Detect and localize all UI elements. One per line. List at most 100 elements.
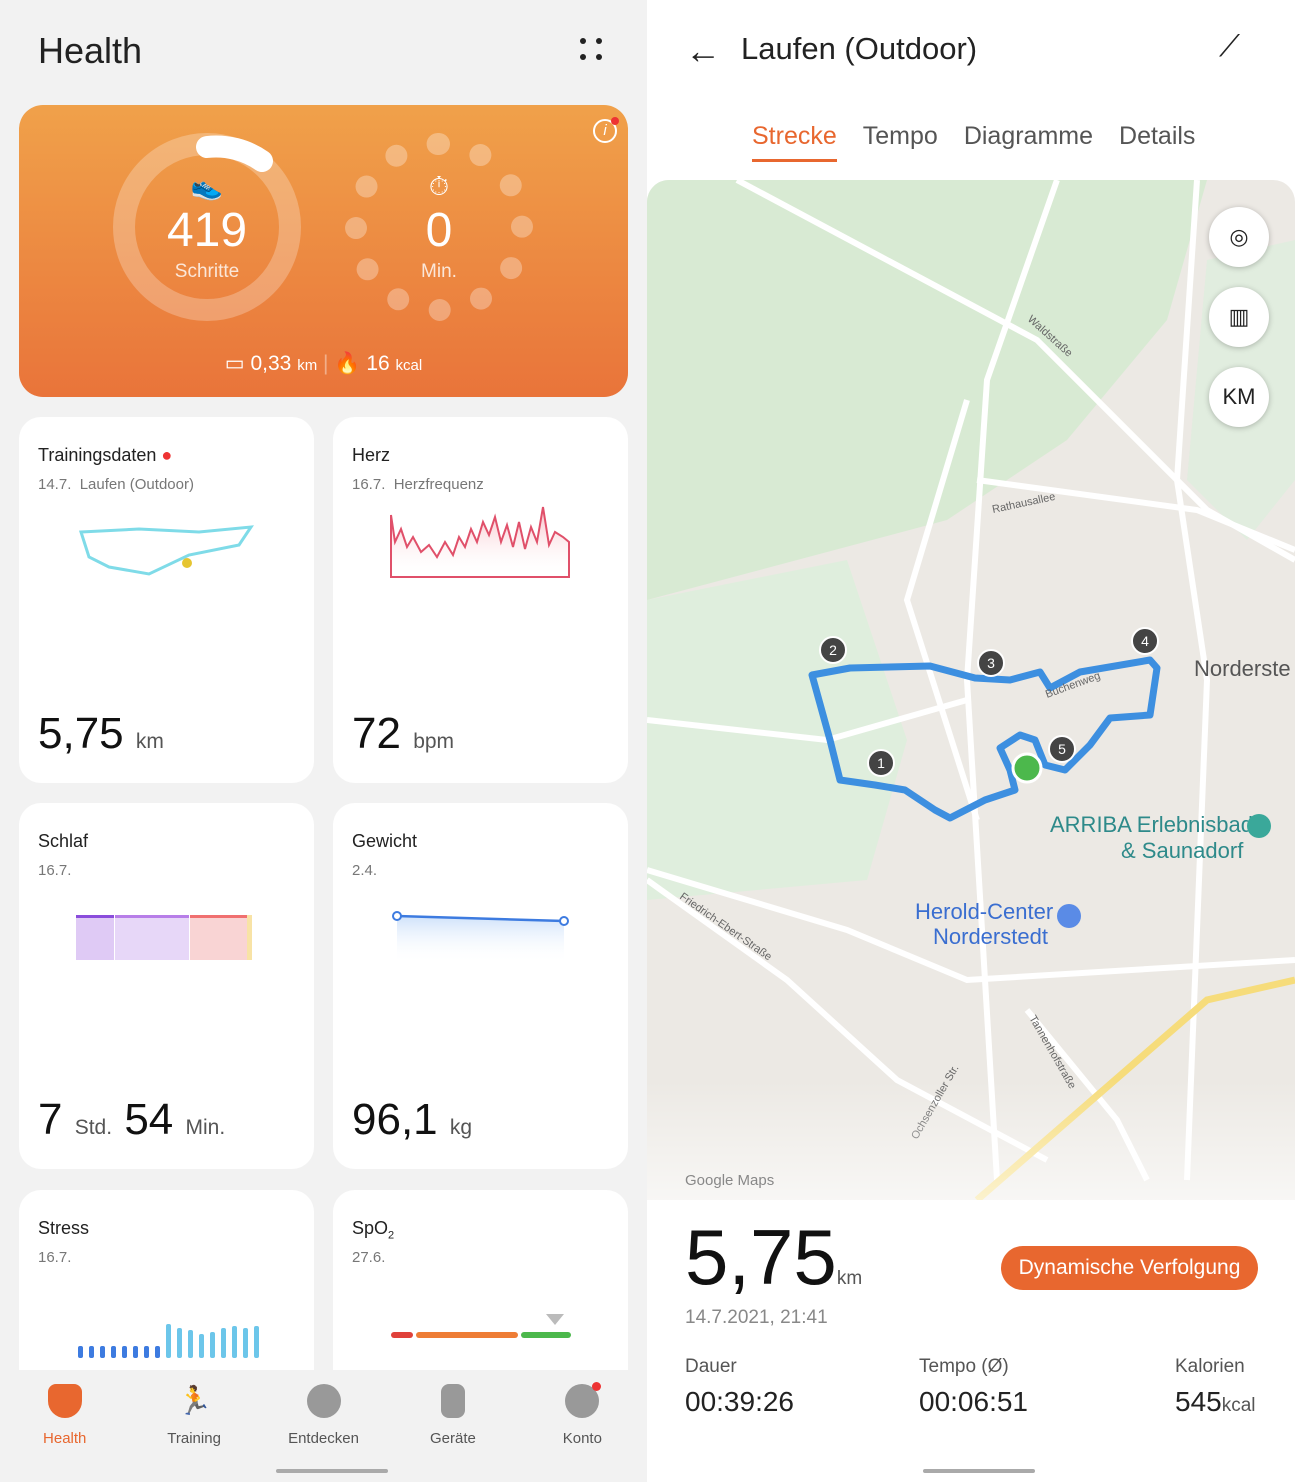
workout-detail-panel: ← Laufen (Outdoor) ⟋ Strecke Tempo Diagr… [647,0,1295,1482]
card-date: 16.7. [38,862,72,879]
stress-bar [89,1346,94,1358]
stress-bar [111,1346,116,1358]
nav-discover[interactable]: Entdecken [259,1370,388,1460]
card-stress[interactable]: Stress 16.7. [19,1190,314,1370]
tab-strecke[interactable]: Strecke [752,122,837,162]
activity-summary-card[interactable]: i 👟 419 Schritte ⏱ 0 Min. ▭ 0,33 km | 🔥 … [19,105,628,397]
card-training[interactable]: Trainingsdaten ● 14.7. Laufen (Outdoor) … [19,417,314,783]
steps-label: Schritte [174,261,240,282]
locate-icon[interactable]: ◎ [1209,207,1269,267]
card-weight[interactable]: Gewicht 2.4. 96,1 kg [333,803,628,1169]
card-spo2[interactable]: SpO2 27.6. [333,1190,628,1370]
minutes-ring[interactable]: ⏱ 0 Min. [345,133,533,321]
minutes-value: 0 [425,204,453,257]
ruler-icon: ▭ [224,352,245,375]
card-subtitle: Herzfrequenz [393,476,484,493]
nav-label: Health [43,1430,87,1447]
card-unit: kg [449,1116,473,1139]
bottom-nav: Health 🏃 Training Entdecken Geräte Konto [0,1370,647,1460]
card-title: Schlaf [38,831,89,851]
place-label: Norderste [1194,656,1291,681]
card-title-sub: 2 [388,1229,395,1242]
km-marker: 1 [867,749,895,777]
card-date: 27.6. [352,1249,386,1266]
stress-bar [144,1346,149,1358]
stress-chart [78,1324,259,1358]
start-marker [1011,752,1043,784]
total-distance: 5,75km [685,1212,862,1303]
nav-training[interactable]: 🏃 Training [129,1370,258,1460]
stress-bar [122,1346,127,1358]
health-panel: Health i 👟 419 Schritte ⏱ 0 Min. ▭ 0,33 … [0,0,647,1482]
dynamic-tracking-button[interactable]: Dynamische Verfolgung [1001,1246,1258,1290]
card-value: 5,75 [38,709,124,758]
sleep-hours: 7 [38,1095,63,1144]
home-indicator [923,1469,1035,1473]
stress-bar [177,1328,182,1358]
nav-health[interactable]: Health [0,1370,129,1460]
svg-text:2: 2 [829,642,837,658]
stopwatch-icon: ⏱ [428,171,450,201]
stat-value: 00:39:26 [685,1386,794,1417]
stat-pace: Tempo (Ø) 00:06:51 [919,1356,1028,1418]
shoe-icon: 👟 [190,171,224,201]
stat-value: 00:06:51 [919,1386,1028,1417]
calories-value: 16 [366,352,390,375]
back-arrow-icon[interactable]: ← [685,30,721,71]
card-date: 14.7. [38,476,72,493]
stress-bar [221,1328,226,1358]
stress-bar [100,1346,105,1358]
tab-bar: Strecke Tempo Diagramme Details [752,122,1195,162]
map-layers-icon[interactable]: ▥ [1209,287,1269,347]
nav-account[interactable]: Konto [518,1370,647,1460]
more-icon[interactable] [578,36,604,62]
watch-icon [440,1384,465,1418]
card-title: SpO [352,1218,389,1238]
place-label: Norderstedt [933,924,1048,949]
svg-text:1: 1 [877,755,885,771]
app-title: Health [38,30,143,71]
card-title: Trainingsdaten [38,445,157,465]
card-unit: bpm [413,730,455,753]
tab-diagramme[interactable]: Diagramme [963,122,1094,150]
tab-details[interactable]: Details [1119,122,1196,150]
steps-ring[interactable]: 👟 419 Schritte [113,133,301,321]
distance-value: 5,75 [685,1213,837,1301]
card-date: 2.4. [352,862,378,879]
svg-text:3: 3 [987,655,995,671]
card-unit: km [135,730,164,753]
street-label: Rathausallee [991,491,1056,516]
route-icon[interactable]: ⟋ [1219,30,1240,63]
tab-tempo[interactable]: Tempo [862,122,938,150]
stress-bar [78,1346,83,1358]
svg-text:5: 5 [1058,741,1066,757]
stat-label: Tempo (Ø) [919,1356,1009,1377]
sleep-chart [76,915,252,960]
weight-chart [392,911,569,963]
poi-icon [1247,814,1271,838]
distance-unit: km [836,1268,863,1289]
spo2-scale [391,1314,571,1338]
card-sleep[interactable]: Schlaf 16.7. 7 Std. 54 Min. [19,803,314,1169]
heart-rate-sparkline [390,506,570,578]
stress-bar [243,1328,248,1358]
nav-label: Geräte [429,1430,476,1447]
minutes-unit: Min. [185,1116,226,1139]
place-label: ARRIBA Erlebnisbad [1050,812,1253,837]
svg-text:4: 4 [1141,633,1149,649]
stat-label: Kalorien [1175,1356,1245,1377]
nav-label: Entdecken [288,1430,359,1447]
flame-icon: 🔥 [334,352,361,375]
steps-value: 419 [166,204,248,257]
card-heart[interactable]: Herz 16.7. Herzfrequenz 72 bpm [333,417,628,783]
info-icon[interactable]: i [593,117,619,143]
card-title: Gewicht [352,831,418,851]
card-subtitle: Laufen (Outdoor) [79,476,194,493]
calories-unit: kcal [395,357,423,374]
card-value: 96,1 [352,1095,438,1144]
km-button[interactable]: KM [1209,367,1269,427]
route-line [808,656,1161,822]
nav-devices[interactable]: Geräte [388,1370,517,1460]
